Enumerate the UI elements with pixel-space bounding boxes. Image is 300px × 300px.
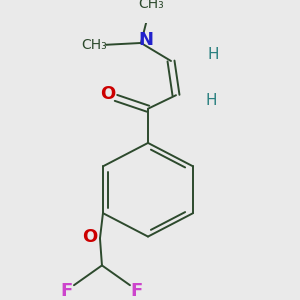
Text: F: F <box>131 282 143 300</box>
Text: O: O <box>100 85 116 103</box>
Text: H: H <box>205 93 217 108</box>
Text: CH₃: CH₃ <box>81 38 107 52</box>
Text: O: O <box>82 228 98 246</box>
Text: F: F <box>61 282 73 300</box>
Text: N: N <box>139 31 154 49</box>
Text: H: H <box>207 47 219 62</box>
Text: CH₃: CH₃ <box>138 0 164 11</box>
